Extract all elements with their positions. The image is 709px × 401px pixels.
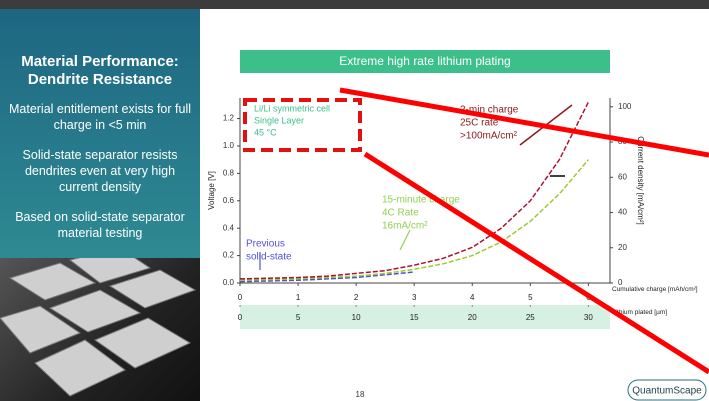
plated-band [240,305,610,329]
y2-tick-label: 100 [618,102,632,111]
annotation: solid-state [246,252,292,263]
title-banner [240,50,610,73]
annotation: Previous [246,239,285,250]
y-tick-label: 0.8 [223,168,235,177]
logo-frame [627,379,707,401]
x-tick-label: 0 [238,293,243,302]
inset-text: 45 °C [254,127,277,137]
annotation: 25C rate [460,118,499,129]
logo: QuantumScape [632,386,702,397]
annotation: 16mA/cm² [382,221,428,232]
bullet: Solid-state separator resists dendrites … [22,148,178,194]
y2-tick-label: 40 [618,208,627,217]
annotation: 2-min charge [460,105,519,116]
x2-tick-label: 0 [238,313,243,322]
page-number: 18 [356,390,365,399]
sidebar-title: Material Performance: Dendrite Resistanc… [21,53,179,88]
annotation: 15-minute charge [382,195,460,206]
x2-tick-label: 15 [410,313,419,322]
x2-tick-label: 10 [352,313,361,322]
y-axis-label: Voltage [V] [207,171,216,210]
inset-text: Single Layer [254,115,304,125]
y-tick-label: 0.2 [223,251,235,260]
x2-tick-label: 25 [526,313,535,322]
y-tick-label: 0.0 [223,278,235,287]
y2-tick-label: 0 [618,278,623,287]
sidebar: Material Performance: Dendrite Resistanc… [0,9,200,258]
series-line [239,271,415,283]
y2-tick-label: 60 [618,172,627,181]
x-tick-label: 5 [528,293,533,302]
bullet: Material entitlement exists for full cha… [8,102,191,132]
callout-line [363,151,709,375]
highlight-box [243,98,362,152]
annotation: >100mA/cm² [460,131,518,142]
y2-tick-label: 20 [618,243,627,252]
series-line [239,101,590,280]
x-tick-label: 2 [354,293,359,302]
series-line [239,159,589,282]
x-tick-label: 1 [296,293,301,302]
y-tick-label: 0.4 [223,223,235,232]
x-axis-label: Cumulative charge [mAh/cm²] [612,286,698,293]
bullet: Based on solid-state separator material … [15,210,185,240]
x2-axis-label: Lithium plated [µm] [612,309,668,316]
x-axis-label: Cumulative charge [mAh/cm²] [612,286,698,293]
chart-title: Extreme high rate lithium plating [339,54,510,68]
x2-tick-label: 20 [468,313,477,322]
x2-tick-label: 30 [584,313,593,322]
y-tick-label: 1.0 [223,141,235,150]
y-tick-label: 1.2 [223,114,235,123]
x-tick-label: 3 [412,293,417,302]
y-tick-label: 0.6 [223,196,235,205]
x-tick-label: 4 [470,293,475,302]
annotation: 4C Rate [382,208,419,219]
x2-axis-label: Lithium plated [µm] [612,309,668,316]
arrow [399,229,411,251]
callout-line [339,87,709,158]
top-bar [0,0,709,9]
y2-axis-label: Current density [mA/cm²] [636,136,645,224]
x2-tick-label: 5 [296,313,301,322]
inset-text: Li/Li symmetric cell [254,103,330,113]
